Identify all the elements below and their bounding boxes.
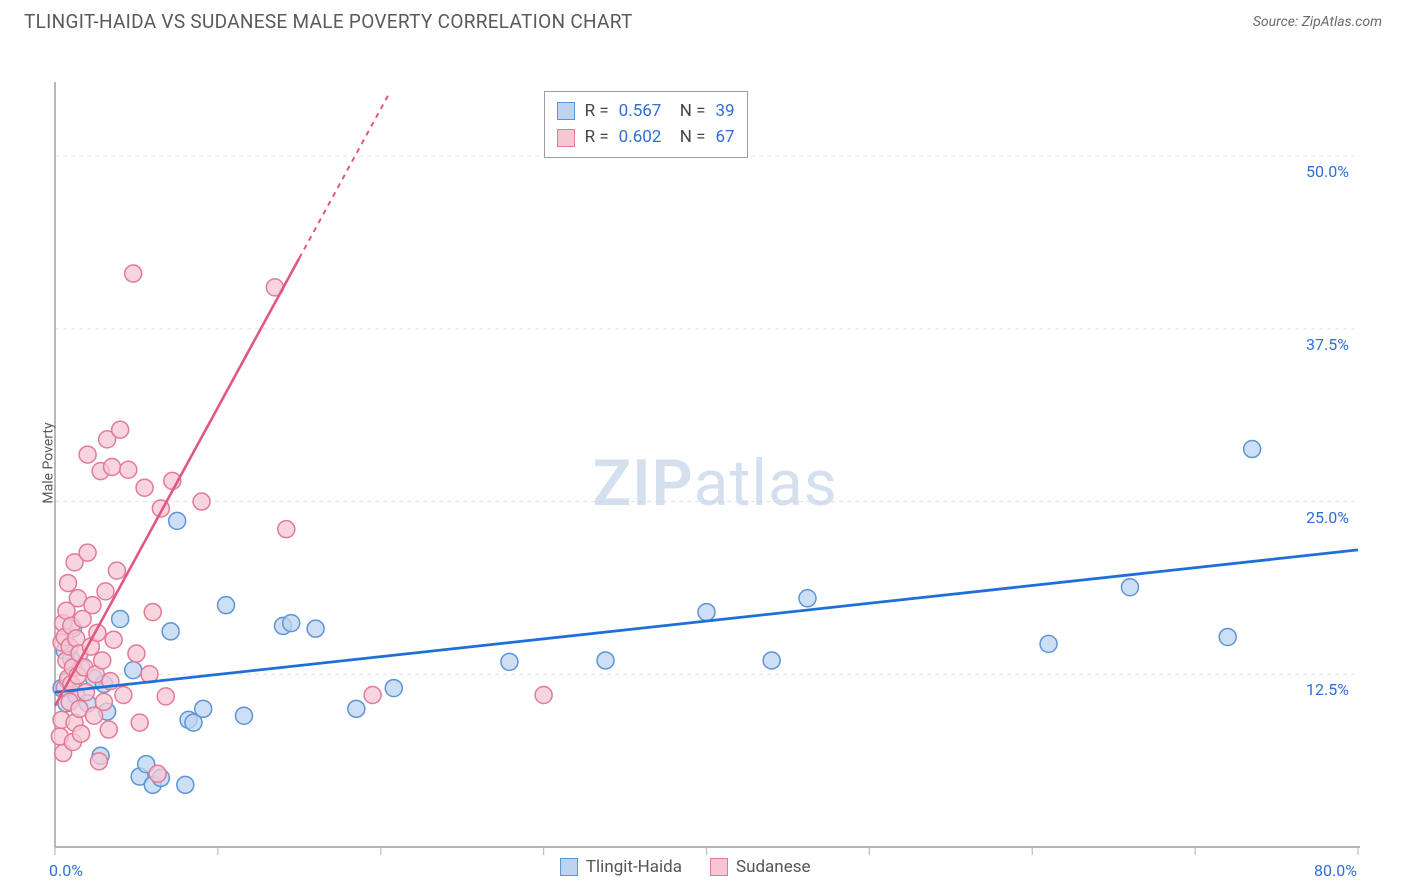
scatter-plot	[0, 39, 1406, 887]
n-value: 39	[715, 98, 734, 124]
legend-item: Tlingit-Haida	[560, 857, 682, 877]
r-label: R =	[585, 98, 609, 124]
y-tick-label: 37.5%	[1306, 335, 1349, 354]
n-label: N =	[671, 124, 705, 150]
n-label: N =	[671, 98, 705, 124]
correlation-stats-box: R = 0.567 N = 39R = 0.602 N = 67	[544, 91, 748, 158]
series-swatch	[557, 129, 575, 147]
legend-item: Sudanese	[710, 857, 811, 877]
y-tick-label: 25.0%	[1306, 508, 1349, 527]
x-tick-label: 0.0%	[49, 861, 83, 880]
y-tick-label: 12.5%	[1306, 680, 1349, 699]
y-axis-label: Male Poverty	[41, 422, 57, 503]
series-legend: Tlingit-Haida Sudanese	[560, 857, 811, 877]
r-value: 0.567	[619, 98, 662, 124]
stats-row: R = 0.602 N = 67	[557, 124, 735, 150]
r-label: R =	[585, 124, 609, 150]
chart-area: Male Poverty ZIPatlas R = 0.567 N = 39R …	[0, 39, 1406, 887]
legend-swatch	[710, 858, 728, 876]
r-value: 0.602	[619, 124, 662, 150]
chart-title: TLINGIT-HAIDA VS SUDANESE MALE POVERTY C…	[24, 10, 633, 33]
chart-source: Source: ZipAtlas.com	[1253, 14, 1382, 30]
series-swatch	[557, 102, 575, 120]
legend-label: Sudanese	[736, 857, 811, 877]
x-tick-label: 80.0%	[1314, 861, 1357, 880]
y-tick-label: 50.0%	[1306, 162, 1349, 181]
n-value: 67	[715, 124, 734, 150]
stats-row: R = 0.567 N = 39	[557, 98, 735, 124]
legend-label: Tlingit-Haida	[586, 857, 682, 877]
legend-swatch	[560, 858, 578, 876]
chart-header: TLINGIT-HAIDA VS SUDANESE MALE POVERTY C…	[0, 0, 1406, 39]
